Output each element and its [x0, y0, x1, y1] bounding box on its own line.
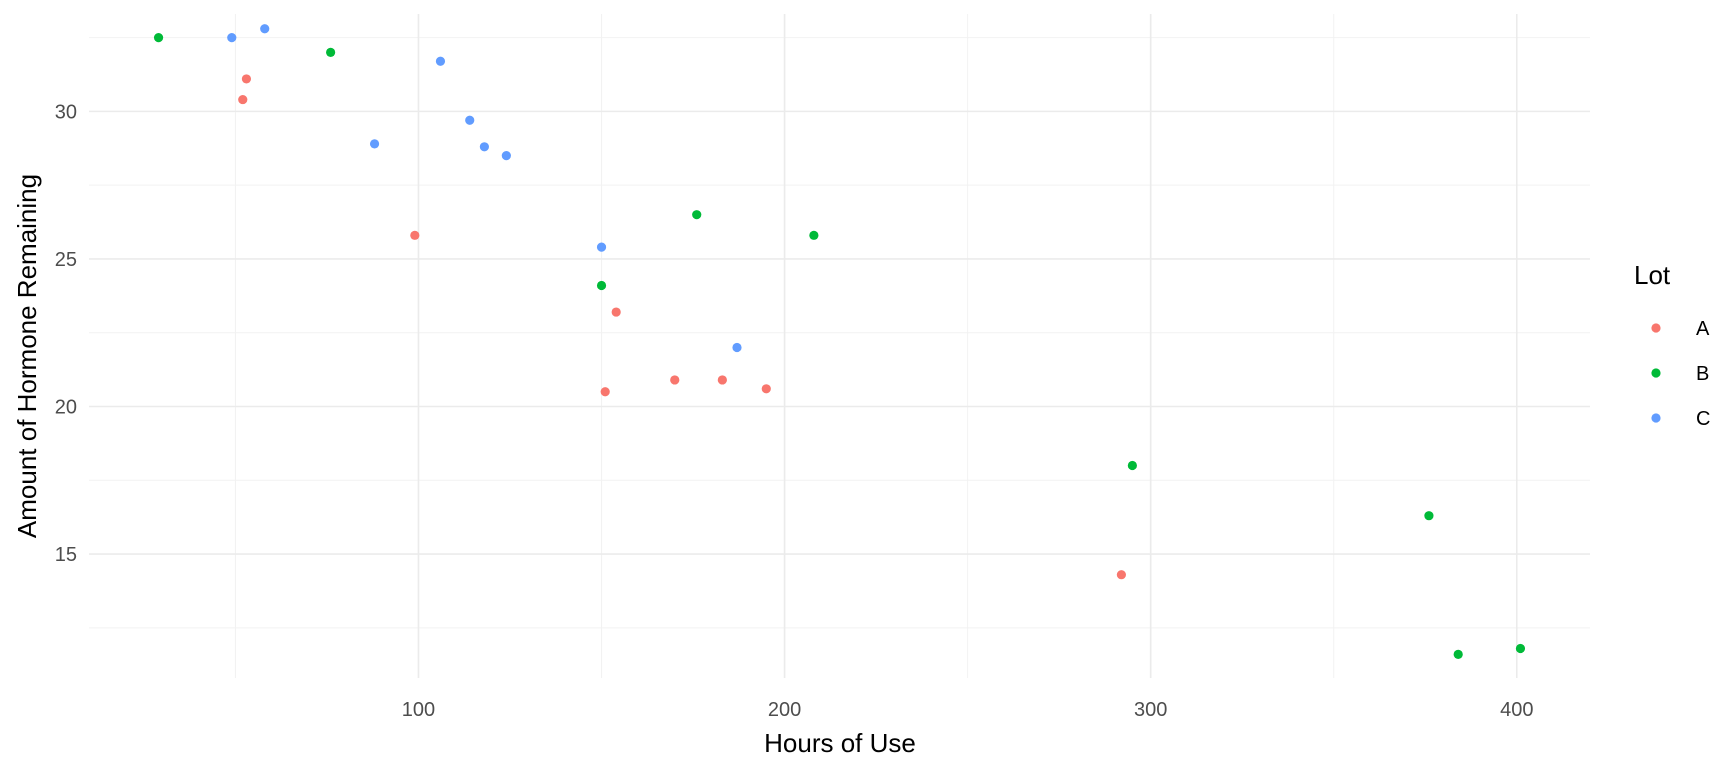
data-point-lot-a: [761, 384, 771, 394]
data-point-lot-b: [596, 280, 607, 291]
data-point-lot-c: [260, 24, 270, 34]
data-point-lot-a: [238, 94, 248, 105]
data-point-lot-b: [326, 47, 336, 57]
x-tick-label: 300: [1134, 699, 1167, 721]
y-axis-ticks: 15 20 25 30: [55, 101, 77, 566]
data-point-lot-b: [692, 210, 702, 220]
legend-label-c: C: [1696, 408, 1710, 430]
data-point-lot-a: [1116, 570, 1126, 580]
legend-items: A B C: [1651, 318, 1710, 430]
x-axis-title: Hours of Use: [764, 728, 916, 758]
legend-label-b: B: [1696, 363, 1709, 385]
data-point-lot-a: [410, 230, 420, 240]
data-point-lot-c: [227, 33, 237, 43]
x-tick-label: 100: [402, 699, 435, 721]
legend-key-a: [1651, 323, 1661, 333]
grid: [89, 14, 1590, 678]
y-axis-title: Amount of Hormone Remaining: [12, 174, 42, 538]
y-tick-label: 20: [55, 396, 77, 418]
legend-label-a: A: [1696, 318, 1710, 340]
data-point-lot-b: [1127, 460, 1137, 471]
data-point-lot-b: [809, 230, 819, 240]
data-point-lot-b: [153, 33, 164, 43]
x-axis-ticks: 100 200 300 400: [402, 699, 1534, 721]
legend-title: Lot: [1634, 260, 1671, 290]
data-point-lot-a: [717, 375, 727, 385]
data-point-lot-b: [1453, 649, 1463, 659]
data-point-lot-c: [465, 115, 475, 125]
y-tick-label: 25: [55, 249, 77, 271]
data-point-lot-c: [732, 342, 742, 353]
data-point-lot-c: [369, 139, 380, 149]
data-point-lot-c: [479, 142, 489, 152]
data-points: [153, 24, 1526, 659]
data-point-lot-b: [1515, 643, 1526, 654]
legend-key-c: [1651, 413, 1661, 423]
data-point-lot-c: [596, 242, 607, 252]
x-tick-label: 200: [768, 699, 801, 721]
data-point-lot-a: [611, 307, 621, 317]
data-point-lot-a: [600, 387, 610, 397]
data-point-lot-c: [501, 151, 511, 161]
data-point-lot-b: [1424, 511, 1434, 521]
x-tick-label: 400: [1500, 699, 1533, 721]
legend-key-b: [1651, 368, 1661, 378]
y-tick-label: 30: [55, 101, 77, 123]
data-point-lot-a: [670, 375, 680, 385]
data-point-lot-a: [241, 74, 252, 84]
data-point-lot-c: [435, 56, 446, 66]
legend: Lot A B C: [1634, 260, 1710, 430]
y-tick-label: 15: [55, 544, 77, 566]
